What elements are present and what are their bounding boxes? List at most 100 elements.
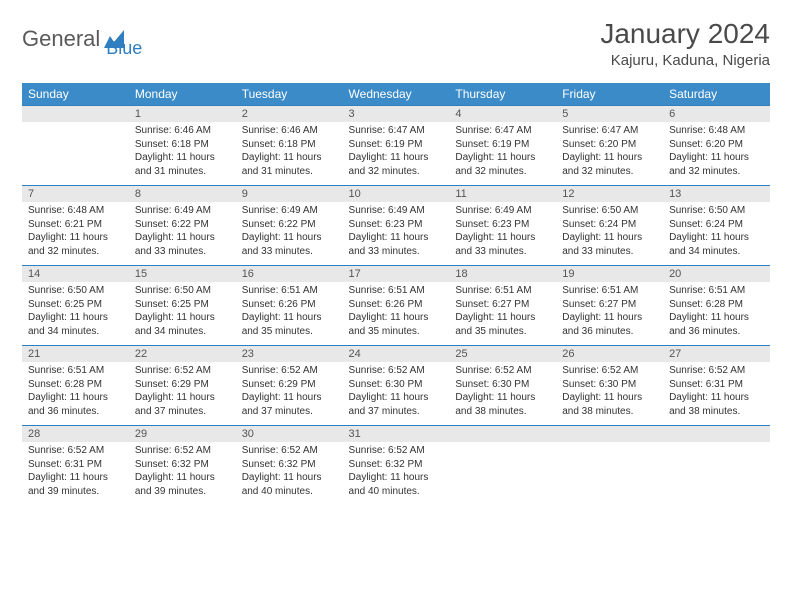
day-number: 28 [22, 425, 129, 442]
calendar-cell [22, 105, 129, 185]
sunset-text: Sunset: 6:30 PM [349, 378, 444, 392]
day-body: Sunrise: 6:49 AMSunset: 6:23 PMDaylight:… [449, 202, 556, 262]
day-body: Sunrise: 6:46 AMSunset: 6:18 PMDaylight:… [236, 122, 343, 182]
calendar-row: 21Sunrise: 6:51 AMSunset: 6:28 PMDayligh… [22, 345, 770, 425]
daylight-text: Daylight: 11 hours and 38 minutes. [455, 391, 550, 418]
daylight-text: Daylight: 11 hours and 32 minutes. [455, 151, 550, 178]
daylight-text: Daylight: 11 hours and 32 minutes. [349, 151, 444, 178]
day-body: Sunrise: 6:50 AMSunset: 6:24 PMDaylight:… [663, 202, 770, 262]
day-number [556, 425, 663, 442]
calendar-cell: 12Sunrise: 6:50 AMSunset: 6:24 PMDayligh… [556, 185, 663, 265]
daylight-text: Daylight: 11 hours and 31 minutes. [242, 151, 337, 178]
calendar-cell: 26Sunrise: 6:52 AMSunset: 6:30 PMDayligh… [556, 345, 663, 425]
daylight-text: Daylight: 11 hours and 32 minutes. [28, 231, 123, 258]
sunrise-text: Sunrise: 6:52 AM [349, 444, 444, 458]
calendar-body: 1Sunrise: 6:46 AMSunset: 6:18 PMDaylight… [22, 105, 770, 505]
sunrise-text: Sunrise: 6:50 AM [562, 204, 657, 218]
calendar-cell: 29Sunrise: 6:52 AMSunset: 6:32 PMDayligh… [129, 425, 236, 505]
daylight-text: Daylight: 11 hours and 37 minutes. [349, 391, 444, 418]
daylight-text: Daylight: 11 hours and 34 minutes. [669, 231, 764, 258]
day-body: Sunrise: 6:51 AMSunset: 6:26 PMDaylight:… [236, 282, 343, 342]
sunset-text: Sunset: 6:19 PM [455, 138, 550, 152]
sunset-text: Sunset: 6:23 PM [455, 218, 550, 232]
calendar-cell: 20Sunrise: 6:51 AMSunset: 6:28 PMDayligh… [663, 265, 770, 345]
sunrise-text: Sunrise: 6:52 AM [562, 364, 657, 378]
day-body: Sunrise: 6:52 AMSunset: 6:30 PMDaylight:… [556, 362, 663, 422]
calendar-cell: 13Sunrise: 6:50 AMSunset: 6:24 PMDayligh… [663, 185, 770, 265]
sunset-text: Sunset: 6:24 PM [669, 218, 764, 232]
day-number: 17 [343, 265, 450, 282]
calendar-table: Sunday Monday Tuesday Wednesday Thursday… [22, 83, 770, 505]
day-body: Sunrise: 6:51 AMSunset: 6:28 PMDaylight:… [22, 362, 129, 422]
sunset-text: Sunset: 6:27 PM [455, 298, 550, 312]
day-body: Sunrise: 6:47 AMSunset: 6:20 PMDaylight:… [556, 122, 663, 182]
daylight-text: Daylight: 11 hours and 40 minutes. [349, 471, 444, 498]
daylight-text: Daylight: 11 hours and 34 minutes. [135, 311, 230, 338]
logo-text-1: General [22, 26, 100, 52]
day-number: 14 [22, 265, 129, 282]
sunset-text: Sunset: 6:31 PM [28, 458, 123, 472]
daylight-text: Daylight: 11 hours and 33 minutes. [349, 231, 444, 258]
day-number: 2 [236, 105, 343, 122]
weekday-thu: Thursday [449, 83, 556, 105]
sunrise-text: Sunrise: 6:51 AM [562, 284, 657, 298]
calendar-cell: 17Sunrise: 6:51 AMSunset: 6:26 PMDayligh… [343, 265, 450, 345]
day-body: Sunrise: 6:50 AMSunset: 6:25 PMDaylight:… [129, 282, 236, 342]
calendar-row: 14Sunrise: 6:50 AMSunset: 6:25 PMDayligh… [22, 265, 770, 345]
daylight-text: Daylight: 11 hours and 31 minutes. [135, 151, 230, 178]
daylight-text: Daylight: 11 hours and 33 minutes. [455, 231, 550, 258]
sunrise-text: Sunrise: 6:49 AM [349, 204, 444, 218]
calendar-cell: 14Sunrise: 6:50 AMSunset: 6:25 PMDayligh… [22, 265, 129, 345]
sunset-text: Sunset: 6:21 PM [28, 218, 123, 232]
day-body: Sunrise: 6:47 AMSunset: 6:19 PMDaylight:… [343, 122, 450, 182]
sunrise-text: Sunrise: 6:47 AM [455, 124, 550, 138]
calendar-cell: 21Sunrise: 6:51 AMSunset: 6:28 PMDayligh… [22, 345, 129, 425]
sunset-text: Sunset: 6:27 PM [562, 298, 657, 312]
sunset-text: Sunset: 6:19 PM [349, 138, 444, 152]
calendar-cell: 7Sunrise: 6:48 AMSunset: 6:21 PMDaylight… [22, 185, 129, 265]
sunrise-text: Sunrise: 6:52 AM [669, 364, 764, 378]
sunrise-text: Sunrise: 6:49 AM [455, 204, 550, 218]
day-body: Sunrise: 6:52 AMSunset: 6:31 PMDaylight:… [22, 442, 129, 502]
day-number [663, 425, 770, 442]
day-body: Sunrise: 6:49 AMSunset: 6:23 PMDaylight:… [343, 202, 450, 262]
daylight-text: Daylight: 11 hours and 33 minutes. [562, 231, 657, 258]
sunrise-text: Sunrise: 6:46 AM [242, 124, 337, 138]
day-number: 5 [556, 105, 663, 122]
sunset-text: Sunset: 6:30 PM [455, 378, 550, 392]
daylight-text: Daylight: 11 hours and 40 minutes. [242, 471, 337, 498]
calendar-row: 7Sunrise: 6:48 AMSunset: 6:21 PMDaylight… [22, 185, 770, 265]
title-block: January 2024 Kajuru, Kaduna, Nigeria [600, 18, 770, 69]
daylight-text: Daylight: 11 hours and 36 minutes. [669, 311, 764, 338]
day-number: 10 [343, 185, 450, 202]
calendar-cell: 18Sunrise: 6:51 AMSunset: 6:27 PMDayligh… [449, 265, 556, 345]
calendar-cell: 16Sunrise: 6:51 AMSunset: 6:26 PMDayligh… [236, 265, 343, 345]
calendar-row: 28Sunrise: 6:52 AMSunset: 6:31 PMDayligh… [22, 425, 770, 505]
day-number: 16 [236, 265, 343, 282]
day-body: Sunrise: 6:50 AMSunset: 6:24 PMDaylight:… [556, 202, 663, 262]
sunset-text: Sunset: 6:32 PM [135, 458, 230, 472]
day-number: 12 [556, 185, 663, 202]
sunset-text: Sunset: 6:22 PM [135, 218, 230, 232]
calendar-cell: 1Sunrise: 6:46 AMSunset: 6:18 PMDaylight… [129, 105, 236, 185]
calendar-cell [663, 425, 770, 505]
sunrise-text: Sunrise: 6:51 AM [242, 284, 337, 298]
sunset-text: Sunset: 6:20 PM [562, 138, 657, 152]
calendar-cell: 11Sunrise: 6:49 AMSunset: 6:23 PMDayligh… [449, 185, 556, 265]
logo: General Blue [22, 18, 142, 59]
sunset-text: Sunset: 6:25 PM [28, 298, 123, 312]
calendar-cell: 2Sunrise: 6:46 AMSunset: 6:18 PMDaylight… [236, 105, 343, 185]
sunset-text: Sunset: 6:29 PM [242, 378, 337, 392]
day-number [22, 105, 129, 122]
day-number [449, 425, 556, 442]
sunrise-text: Sunrise: 6:48 AM [28, 204, 123, 218]
day-number: 27 [663, 345, 770, 362]
weekday-sat: Saturday [663, 83, 770, 105]
calendar-cell: 19Sunrise: 6:51 AMSunset: 6:27 PMDayligh… [556, 265, 663, 345]
sunset-text: Sunset: 6:20 PM [669, 138, 764, 152]
daylight-text: Daylight: 11 hours and 38 minutes. [562, 391, 657, 418]
day-number: 21 [22, 345, 129, 362]
sunset-text: Sunset: 6:28 PM [669, 298, 764, 312]
day-body: Sunrise: 6:52 AMSunset: 6:30 PMDaylight:… [343, 362, 450, 422]
sunrise-text: Sunrise: 6:50 AM [28, 284, 123, 298]
